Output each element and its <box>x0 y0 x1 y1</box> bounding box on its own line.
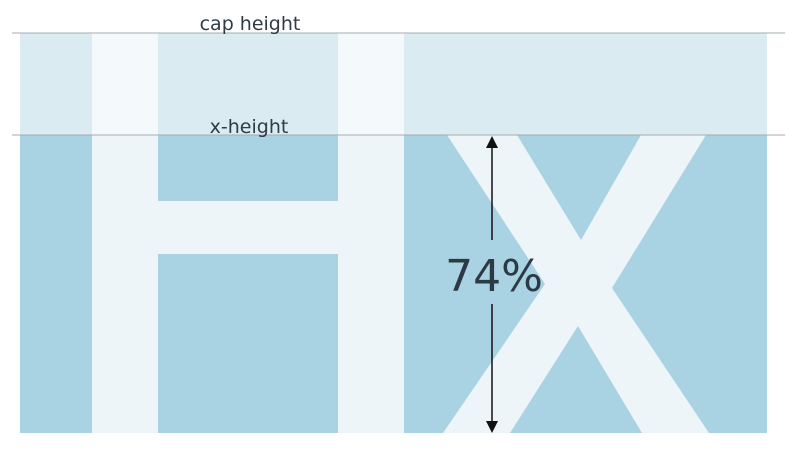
x-shape <box>443 135 709 433</box>
x-height-ratio: 74% <box>445 251 543 302</box>
h-left-stem-upper <box>92 33 158 135</box>
glyph-h <box>92 33 404 433</box>
arrow-head-up-icon <box>486 136 498 148</box>
h-right-stem-upper <box>338 33 404 135</box>
h-crossbar <box>158 201 338 254</box>
x-height-label: x-height <box>210 116 289 138</box>
measure-arrow <box>486 136 498 433</box>
h-left-stem-lower <box>92 135 158 433</box>
arrow-head-down-icon <box>486 421 498 433</box>
glyph-x <box>443 135 709 433</box>
h-right-stem-lower <box>338 135 404 433</box>
cap-height-label: cap height <box>200 13 301 35</box>
